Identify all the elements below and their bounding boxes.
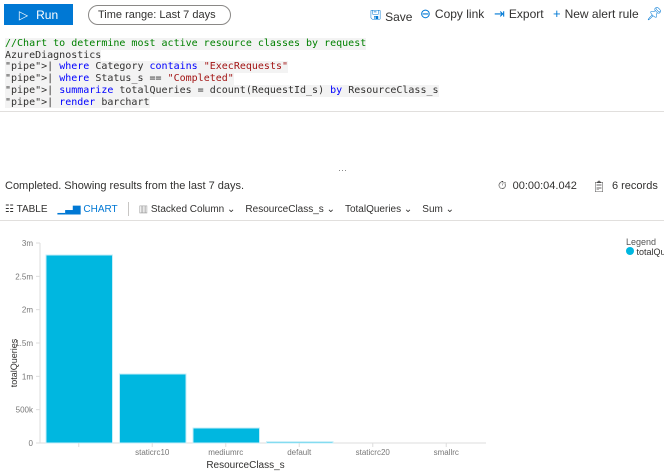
divider bbox=[127, 202, 129, 216]
tab-table[interactable]: ☷ TABLE bbox=[5, 203, 48, 215]
legend: Legend totalQueries bbox=[626, 237, 664, 257]
table-icon: ☷ bbox=[5, 203, 14, 215]
stopwatch-icon: ⏱ bbox=[498, 180, 507, 192]
run-button[interactable]: ▷ Run bbox=[4, 4, 73, 25]
query-editor[interactable]: //Chart to determine most active resourc… bbox=[0, 34, 664, 112]
y-tick-label: 2.5m bbox=[15, 272, 33, 281]
legend-dot-icon bbox=[626, 247, 634, 255]
y-tick-label: 0 bbox=[29, 439, 34, 448]
x-tick-label: smallrc bbox=[434, 448, 459, 457]
results-view-bar: ☷ TABLE ▁▃▆ CHART ▥ Stacked Column ⌄ Res… bbox=[5, 202, 454, 216]
pin-button[interactable]: 📌︎ bbox=[646, 6, 663, 22]
column-chart-icon: ▥ bbox=[138, 203, 149, 215]
pin-icon: 📌︎ bbox=[646, 6, 663, 21]
y-axis-title: totalQueries bbox=[9, 338, 19, 387]
legend-item[interactable]: totalQueries bbox=[626, 247, 664, 257]
play-icon: ▷ bbox=[18, 7, 29, 22]
aggregation-dropdown[interactable]: Sum ⌄ bbox=[422, 203, 455, 215]
export-button[interactable]: ⇥ Export bbox=[494, 6, 544, 21]
status-text: Completed. Showing results from the last… bbox=[5, 180, 245, 192]
duration: ⏱ 00:00:04.042 bbox=[498, 180, 577, 192]
bar bbox=[266, 441, 334, 444]
export-icon: ⇥ bbox=[494, 6, 505, 21]
clipboard-icon: 📋︎ bbox=[592, 181, 606, 193]
y-tick-label: 3m bbox=[22, 239, 33, 248]
code-line: "pipe">| summarize totalQueries = dcount… bbox=[5, 84, 439, 97]
bar bbox=[192, 427, 260, 444]
code-line: "pipe">| where Category contains "ExecRe… bbox=[5, 61, 289, 74]
link-icon: ⊖ bbox=[420, 6, 431, 21]
bar-chart: 0 500k 1m 1.5m 2m 2.5m 3m staticrc10 mediumrc def… bbox=[9, 239, 486, 471]
record-count: 📋︎ 6 records bbox=[592, 180, 658, 193]
bar bbox=[45, 254, 113, 444]
x-tick-label: mediumrc bbox=[208, 448, 243, 457]
bar bbox=[119, 373, 187, 444]
y-tick-label: 1.5m bbox=[15, 339, 33, 348]
new-alert-rule-button[interactable]: + New alert rule bbox=[553, 6, 639, 21]
plus-icon: + bbox=[553, 6, 561, 21]
code-line: "pipe">| render barchart bbox=[5, 96, 150, 109]
pane-splitter[interactable]: ··· bbox=[338, 165, 347, 175]
x-axis-title: ResourceClass_s bbox=[206, 460, 284, 471]
divider bbox=[0, 220, 664, 221]
x-column-dropdown[interactable]: ResourceClass_s ⌄ bbox=[245, 203, 335, 215]
legend-title: Legend bbox=[626, 237, 657, 247]
chart-type-dropdown[interactable]: ▥ Stacked Column ⌄ bbox=[138, 203, 236, 215]
save-icon: 🖫 bbox=[370, 7, 382, 22]
x-tick-label: staticrc20 bbox=[356, 448, 391, 457]
y-tick-label: 500k bbox=[16, 406, 34, 415]
code-line: AzureDiagnostics bbox=[5, 49, 102, 62]
copy-link-button[interactable]: ⊖ Copy link bbox=[420, 6, 485, 21]
code-line: //Chart to determine most active resourc… bbox=[5, 38, 367, 50]
save-button[interactable]: 🖫 Save bbox=[370, 6, 412, 28]
y-tick-label: 2m bbox=[22, 306, 33, 315]
y-column-dropdown[interactable]: TotalQueries ⌄ bbox=[344, 203, 413, 215]
tab-chart[interactable]: ▁▃▆ CHART bbox=[57, 203, 118, 215]
code-line: "pipe">| where Status_s == "Completed" bbox=[5, 73, 234, 85]
x-tick-label: staticrc10 bbox=[135, 448, 170, 457]
chart-icon: ▁▃▆ bbox=[57, 203, 81, 215]
y-tick-label: 1m bbox=[22, 372, 33, 381]
x-tick-label: default bbox=[287, 448, 312, 457]
time-range-picker[interactable]: Time range: Last 7 days bbox=[88, 5, 231, 25]
